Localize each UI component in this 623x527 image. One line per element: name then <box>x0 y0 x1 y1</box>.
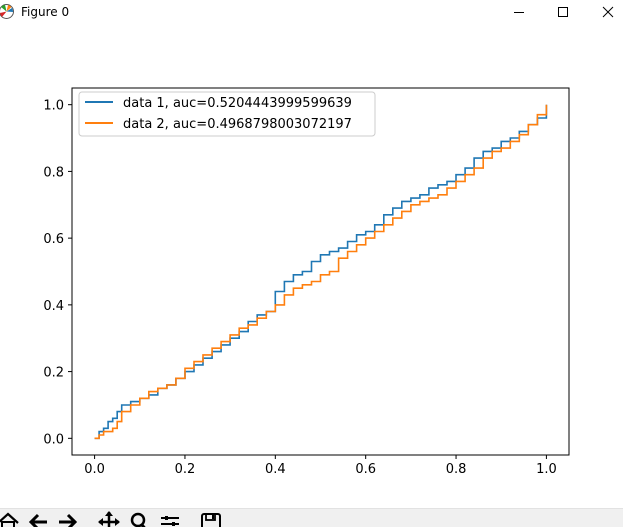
y-tick-label: 0.2 <box>43 366 64 381</box>
home-button[interactable] <box>0 511 20 527</box>
y-tick-label: 0.0 <box>43 432 64 447</box>
legend-box <box>78 91 376 137</box>
series-line-data-2 <box>94 104 548 440</box>
save-button[interactable] <box>199 511 223 527</box>
zoom-button[interactable] <box>127 511 151 527</box>
x-tick-label: 0.4 <box>265 462 286 477</box>
home-icon <box>0 512 19 527</box>
axes-frame <box>71 87 570 456</box>
roc-chart: 0.0 0.2 0.4 0.6 0.8 1.0 0.0 0.2 0.4 0.6 0.8 1.0 da… <box>43 87 570 477</box>
x-tick-label: 0.0 <box>84 462 105 477</box>
legend-label-data-1: data 1, auc=0.5204443999599639 <box>123 96 352 111</box>
x-tick-label: 0.2 <box>175 462 196 477</box>
window-title: Figure 0 <box>21 5 70 19</box>
navigation-toolbar <box>0 508 623 527</box>
maximize-icon <box>558 7 568 17</box>
y-axis: 0.0 0.2 0.4 0.6 0.8 1.0 <box>43 99 72 447</box>
x-tick-label: 1.0 <box>536 462 557 477</box>
maximize-button[interactable] <box>540 0 586 24</box>
forward-icon <box>59 513 78 527</box>
back-icon <box>28 513 47 527</box>
figure-canvas[interactable]: 0.0 0.2 0.4 0.6 0.8 1.0 0.0 0.2 0.4 0.6 0.8 1.0 da… <box>0 24 623 508</box>
y-tick-label: 0.8 <box>43 165 64 180</box>
matplotlib-icon <box>0 4 14 19</box>
back-button[interactable] <box>27 511 51 527</box>
minimize-icon <box>514 12 524 13</box>
y-tick-label: 0.4 <box>43 299 64 314</box>
x-tick-label: 0.8 <box>446 462 467 477</box>
subplots-button[interactable] <box>158 511 182 527</box>
zoom-icon <box>130 512 146 527</box>
subplots-icon <box>161 516 179 526</box>
close-icon <box>602 6 614 18</box>
pan-icon <box>98 511 120 527</box>
save-icon <box>201 513 221 527</box>
y-tick-label: 1.0 <box>43 99 64 114</box>
plot-lines <box>94 104 548 440</box>
y-tick-label: 0.6 <box>43 232 64 247</box>
pan-button[interactable] <box>97 511 121 527</box>
minimize-button[interactable] <box>496 0 542 24</box>
x-tick-label: 0.6 <box>355 462 376 477</box>
legend: data 1, auc=0.5204443999599639 data 2, a… <box>78 91 376 137</box>
window-titlebar: Figure 0 <box>0 0 623 24</box>
forward-button[interactable] <box>55 511 79 527</box>
legend-label-data-2: data 2, auc=0.4968798003072197 <box>123 117 352 132</box>
close-button[interactable] <box>585 0 623 24</box>
x-axis: 0.0 0.2 0.4 0.6 0.8 1.0 <box>84 455 557 477</box>
